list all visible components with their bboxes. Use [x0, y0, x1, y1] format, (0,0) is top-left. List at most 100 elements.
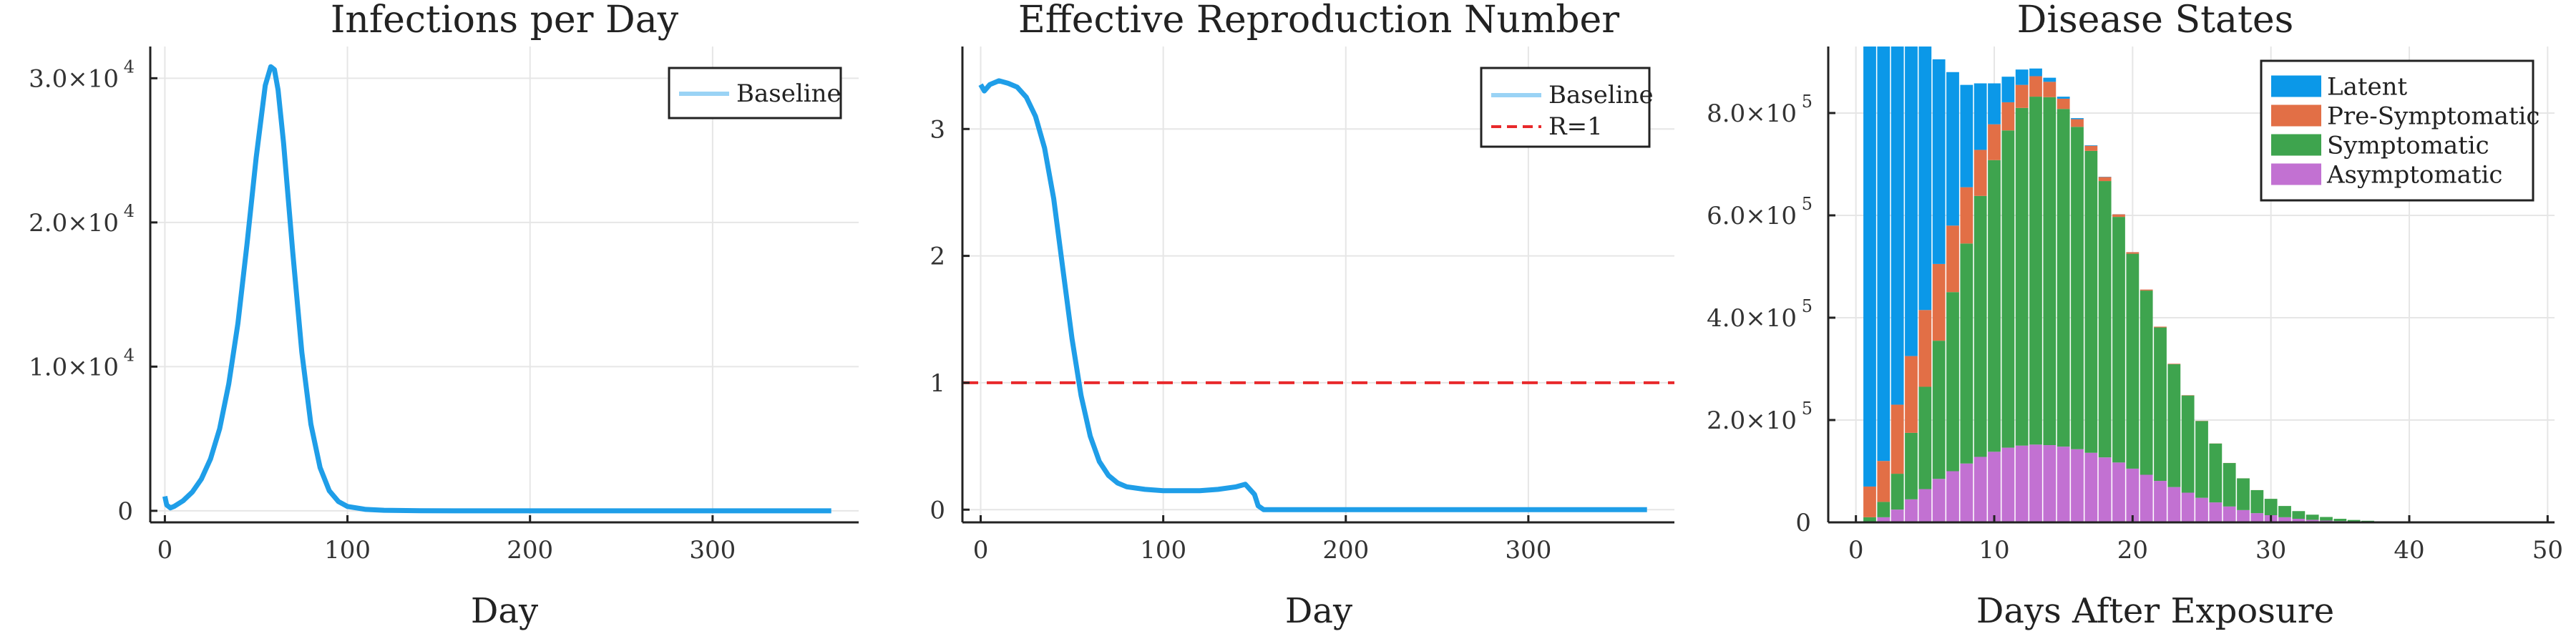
bar-asymptomatic — [1946, 471, 1959, 522]
bar-latent — [1863, 47, 1876, 487]
bar-symptomatic — [2306, 514, 2319, 520]
bar-pre-symptomatic — [2001, 102, 2015, 131]
bar-latent — [1932, 59, 1946, 264]
bar-symptomatic — [2071, 127, 2084, 449]
x-tick-label: 0 — [157, 536, 173, 565]
bar-symptomatic — [1946, 292, 1959, 472]
x-tick-label: 200 — [1322, 536, 1369, 565]
bar-asymptomatic — [2250, 513, 2264, 522]
bar-symptomatic — [2250, 489, 2264, 514]
bar-latent — [2015, 69, 2029, 85]
legend-label: Symptomatic — [2327, 132, 2489, 160]
bar-latent — [2084, 145, 2098, 146]
y-tick-label: 0 — [1795, 509, 1811, 537]
bar-symptomatic — [1918, 386, 1932, 489]
bar-asymptomatic — [2209, 502, 2223, 522]
y-tick-label: 0 — [930, 496, 945, 525]
bar-symptomatic — [1988, 160, 2001, 452]
bar-asymptomatic — [2112, 462, 2125, 522]
y-tick-label: 2.0×10 — [1707, 406, 1797, 435]
bar-symptomatic — [2043, 97, 2057, 446]
bar-symptomatic — [2333, 518, 2347, 522]
bar-symptomatic — [2140, 291, 2153, 475]
x-tick-label: 200 — [507, 536, 553, 565]
bar-pre-symptomatic — [2112, 214, 2125, 218]
bar-asymptomatic — [2084, 452, 2098, 522]
y-tick-exponent: 5 — [1802, 296, 1813, 316]
bar-asymptomatic — [2140, 474, 2153, 522]
bar-asymptomatic — [2001, 447, 2015, 522]
x-tick-label: 100 — [324, 536, 371, 565]
x-axis-label: Day — [1285, 591, 1352, 631]
x-tick-label: 300 — [689, 536, 736, 565]
y-tick-exponent: 5 — [1802, 194, 1813, 214]
x-tick-label: 30 — [2255, 536, 2286, 565]
effective-reproduction-panel: 0 100 200 300 0 1 2 3 Baseline R=1 Effective Repr… — [930, 0, 1674, 631]
bar-pre-symptomatic — [1905, 356, 1918, 433]
x-tick-label: 20 — [2117, 536, 2148, 565]
bar-pre-symptomatic — [2057, 98, 2070, 109]
bar-pre-symptomatic — [2126, 252, 2140, 254]
bar-symptomatic — [2361, 520, 2374, 522]
bar-pre-symptomatic — [1863, 486, 1876, 517]
bar-symptomatic — [1960, 243, 1974, 464]
bar-asymptomatic — [2057, 447, 2070, 522]
bar-asymptomatic — [2223, 506, 2236, 522]
bar-pre-symptomatic — [1946, 225, 1959, 293]
x-axis-label: Day — [471, 591, 538, 631]
x-tick-label: 300 — [1505, 536, 1551, 565]
bar-latent — [2057, 97, 2070, 99]
bar-symptomatic — [2029, 97, 2042, 445]
bar-asymptomatic — [2278, 517, 2291, 522]
bar-latent — [1877, 47, 1890, 462]
y-tick-exponent: 5 — [1802, 399, 1813, 419]
bar-asymptomatic — [1974, 457, 1987, 522]
bar-asymptomatic — [2306, 519, 2319, 522]
y-tick-exponent: 5 — [1802, 92, 1813, 112]
chart-title: Effective Reproduction Number — [1018, 0, 1619, 42]
bar-symptomatic — [2167, 364, 2181, 487]
y-tick-label: 2 — [930, 243, 945, 271]
bar-asymptomatic — [2237, 509, 2250, 522]
bar-latent — [1974, 83, 1987, 150]
bar-latent — [1988, 83, 2001, 125]
legend-swatch — [2271, 104, 2321, 127]
legend-label: Pre-Symptomatic — [2327, 102, 2540, 131]
y-tick-label: 4.0×10 — [1707, 304, 1797, 333]
x-axis-label: Days After Exposure — [1976, 591, 2334, 631]
bar-latent — [1960, 84, 1974, 187]
bar-asymptomatic — [2292, 518, 2306, 522]
bar-latent — [1890, 47, 1904, 405]
bar-asymptomatic — [2154, 481, 2167, 522]
y-tick-label: 3.0×10 — [29, 64, 119, 93]
bar-latent — [1905, 47, 1918, 356]
bar-symptomatic — [2237, 478, 2250, 510]
bar-symptomatic — [1974, 195, 1987, 457]
legend-box — [668, 67, 842, 119]
bar-symptomatic — [2181, 395, 2195, 493]
x-tick-label: 100 — [1140, 536, 1186, 565]
y-tick-label: 3 — [930, 115, 945, 144]
x-tick-label: 10 — [1979, 536, 2009, 565]
legend-label: R=1 — [1548, 112, 1603, 141]
bar-asymptomatic — [2071, 449, 2084, 522]
y-tick-label: 1 — [930, 369, 945, 398]
bar-pre-symptomatic — [1877, 461, 1890, 502]
bar-latent — [2001, 77, 2015, 102]
bar-symptomatic — [1932, 341, 1946, 479]
legend-label: Baseline — [1548, 81, 1654, 109]
bar-symptomatic — [2015, 107, 2029, 446]
y-tick-exponent: 4 — [124, 57, 135, 77]
bar-latent — [1918, 47, 1932, 311]
legend-label: Baseline — [736, 79, 841, 108]
bar-asymptomatic — [1988, 452, 2001, 522]
x-tick-label: 0 — [1848, 536, 1864, 565]
bar-asymptomatic — [1960, 463, 1974, 522]
bar-pre-symptomatic — [2071, 119, 2084, 127]
bar-latent — [2029, 68, 2042, 77]
y-tick-exponent: 4 — [124, 345, 135, 365]
bar-asymptomatic — [2167, 487, 2181, 522]
bar-pre-symptomatic — [2043, 82, 2057, 97]
bar-symptomatic — [2084, 150, 2098, 453]
